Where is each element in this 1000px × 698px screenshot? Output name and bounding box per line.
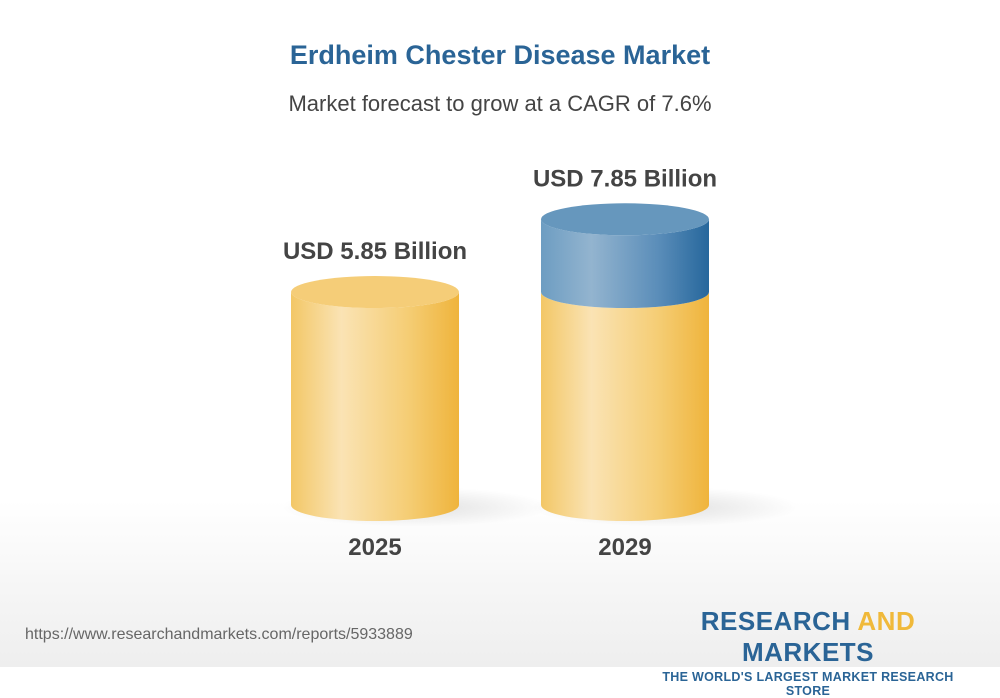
bar-2029-base: [541, 292, 709, 521]
category-label: 2029: [598, 534, 651, 561]
research-and-markets-logo: RESEARCH AND MARKETS THE WORLD'S LARGEST…: [640, 606, 976, 698]
chart-subtitle: Market forecast to grow at a CAGR of 7.6…: [288, 91, 712, 116]
chart-title: Erdheim Chester Disease Market: [289, 40, 711, 70]
cylinder-top: [291, 276, 459, 309]
bar-2025: [291, 292, 459, 521]
value-label: USD 5.85 Billion: [283, 238, 467, 265]
logo-text: RESEARCH: [700, 606, 858, 636]
cylinder-top: [541, 203, 709, 236]
logo-tagline: THE WORLD'S LARGEST MARKET RESEARCH STOR…: [662, 670, 954, 698]
category-label: 2025: [348, 534, 401, 561]
bar-2029-growth: [541, 219, 709, 309]
logo-text: MARKETS: [741, 637, 875, 667]
source-url[interactable]: https://www.researchandmarkets.com/repor…: [25, 626, 413, 643]
cylinder-chart: USD 5.85 Billion 2025 USD 7.85 Billion 2029: [281, 165, 799, 561]
value-label: USD 7.85 Billion: [533, 165, 717, 192]
logo-text-and: AND: [857, 606, 916, 636]
